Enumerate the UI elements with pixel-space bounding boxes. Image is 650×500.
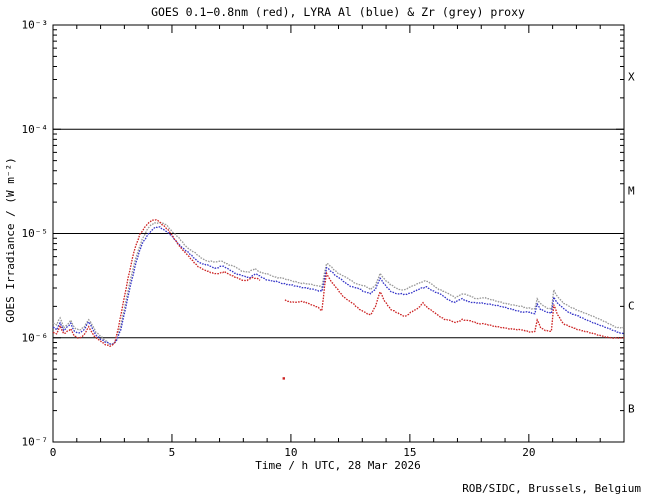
x-tick-label: 5 bbox=[169, 446, 176, 459]
y-tick-label: 10⁻⁷ bbox=[22, 436, 49, 449]
series-lyra_al bbox=[52, 226, 625, 345]
data-series bbox=[52, 218, 625, 380]
x-tick-labels: 0 5 10 15 20 bbox=[50, 446, 536, 459]
x-axis-title: Time / h UTC, 28 Mar 2026 bbox=[255, 459, 421, 472]
x-tick-label: 20 bbox=[522, 446, 535, 459]
flare-class-label-c: C bbox=[628, 300, 635, 313]
y-axis-title: GOES Irradiance / (W m⁻²) bbox=[4, 157, 17, 323]
series-goes bbox=[284, 271, 625, 340]
outlier-point bbox=[282, 377, 285, 380]
y-tick-label: 10⁻³ bbox=[22, 19, 49, 32]
credit-text: ROB/SIDC, Brussels, Belgium bbox=[462, 482, 641, 495]
y-tick-label: 10⁻⁵ bbox=[22, 227, 49, 240]
series-goes bbox=[52, 218, 261, 348]
flare-class-label-m: M bbox=[628, 185, 635, 198]
series-lyra_zr bbox=[52, 221, 625, 346]
flare-class-label-b: B bbox=[628, 403, 635, 416]
x-tick-label: 10 bbox=[284, 446, 297, 459]
y-tick-label: 10⁻⁴ bbox=[22, 123, 49, 136]
chart-title: GOES 0.1−0.8nm (red), LYRA Al (blue) & Z… bbox=[151, 5, 525, 19]
flare-class-label-x: X bbox=[628, 71, 635, 84]
x-tick-label: 0 bbox=[50, 446, 57, 459]
y-tick-label: 10⁻⁶ bbox=[22, 331, 49, 344]
axis-ticks bbox=[52, 24, 625, 443]
x-tick-label: 15 bbox=[403, 446, 416, 459]
y-tick-labels: 10⁻³ 10⁻⁴ 10⁻⁵ 10⁻⁶ 10⁻⁷ bbox=[22, 19, 49, 449]
